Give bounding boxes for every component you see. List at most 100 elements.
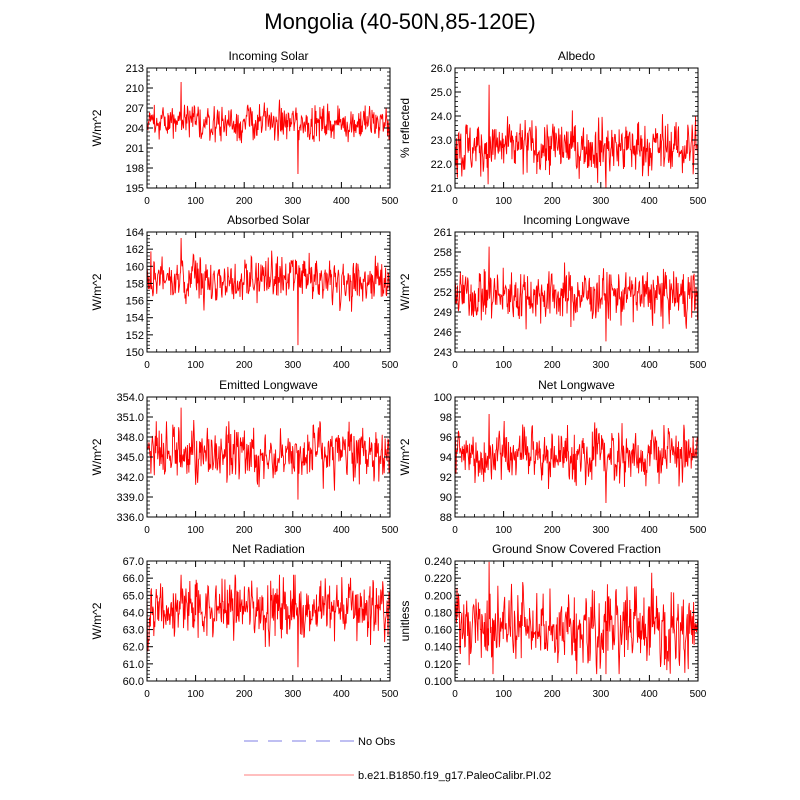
panel-ground-snow-covered-fraction-ytick-label: 0.120: [424, 659, 452, 671]
panel-absorbed-solar-xtick-label: 500: [382, 360, 399, 371]
panel-net-longwave-ytick-label: 100: [434, 392, 452, 404]
panel-net-radiation-ytick-label: 67.0: [123, 556, 144, 568]
panel-ground-snow-covered-fraction-ylabel: unitless: [398, 601, 412, 642]
panel-albedo-xtick-label: 300: [592, 196, 609, 207]
panel-absorbed-solar-ytick-label: 162: [126, 244, 144, 256]
panel-incoming-longwave-ytick-label: 261: [434, 227, 452, 239]
panel-incoming-longwave-ytick-label: 258: [434, 247, 452, 259]
panel-absorbed-solar-xtick-label: 0: [144, 360, 150, 371]
panel-net-radiation-xtick-label: 400: [333, 689, 350, 700]
legend: No Obs b.e21.B1850.f19_g17.PaleoCalibr.P…: [244, 736, 551, 782]
panel-ground-snow-covered-fraction-ytick-label: 0.100: [424, 676, 452, 688]
panel-absorbed-solar-xtick-label: 300: [284, 360, 301, 371]
panel-incoming-solar: 0 100 200 300 400 500 195 198 201 204 207 210 213 Inc…: [90, 49, 399, 207]
panel-grid: 0 100 200 300 400 500 195 198 201 204 207 210 213 Inc…: [90, 49, 707, 700]
panel-net-radiation-ylabel: W/m^2: [90, 602, 104, 639]
panel-incoming-longwave-ytick-label: 243: [434, 347, 452, 359]
panel-albedo-ylabel: % reflected: [398, 98, 412, 158]
panel-albedo-frame: [454, 67, 699, 189]
panel-albedo-ytick-label: 21.0: [431, 183, 452, 195]
panel-net-radiation-xtick-label: 100: [187, 689, 204, 700]
panel-incoming-longwave-xtick-label: 300: [592, 360, 609, 371]
panel-net-longwave-ylabel: W/m^2: [398, 438, 412, 475]
panel-absorbed-solar-ytick-label: 164: [126, 227, 144, 239]
panel-absorbed-solar-ytick-label: 154: [126, 313, 144, 325]
panel-ground-snow-covered-fraction-xtick-label: 500: [690, 689, 707, 700]
panel-incoming-solar-xtick-label: 0: [144, 196, 150, 207]
panel-net-radiation: 0 100 200 300 400 500 60.0 61.0 62.0 63.0 64.0 65.0…: [90, 542, 399, 700]
panel-net-radiation-ytick-label: 63.0: [123, 625, 144, 637]
panel-net-longwave-xtick-label: 0: [452, 525, 458, 536]
panel-emitted-longwave-ytick-label: 336.0: [116, 512, 144, 524]
panel-incoming-longwave: 0 100 200 300 400 500 243 246 249 252 255 258 261 Inc…: [398, 213, 707, 371]
panel-albedo-xtick-label: 100: [495, 196, 512, 207]
panel-absorbed-solar-ytick-label: 152: [126, 330, 144, 342]
panel-absorbed-solar-series-line: [146, 237, 391, 346]
panel-ground-snow-covered-fraction-xtick-label: 0: [452, 689, 458, 700]
panel-albedo-title: Albedo: [558, 49, 596, 63]
panel-albedo-xtick-label: 500: [690, 196, 707, 207]
panel-net-longwave-ytick-label: 88: [440, 512, 452, 524]
panel-incoming-solar-title: Incoming Solar: [228, 49, 308, 63]
panel-incoming-longwave-title: Incoming Longwave: [523, 213, 630, 227]
panel-net-radiation-xtick-label: 0: [144, 689, 150, 700]
panel-net-radiation-title: Net Radiation: [232, 542, 305, 556]
panel-ground-snow-covered-fraction-ytick-label: 0.140: [424, 642, 452, 654]
panel-ground-snow-covered-fraction-ytick-label: 0.180: [424, 607, 452, 619]
panel-net-radiation-ytick-label: 65.0: [123, 590, 144, 602]
panel-albedo-series-line: [454, 84, 699, 189]
panel-absorbed-solar-ytick-label: 156: [126, 296, 144, 308]
panel-incoming-solar-ytick-label: 207: [126, 103, 144, 115]
panel-incoming-longwave-ytick-label: 246: [434, 327, 452, 339]
panel-net-longwave-ytick-label: 90: [440, 492, 452, 504]
panel-emitted-longwave-ytick-label: 339.0: [116, 492, 144, 504]
panel-incoming-solar-xtick-label: 200: [236, 196, 253, 207]
panel-incoming-longwave-ytick-label: 252: [434, 287, 452, 299]
panel-incoming-solar-ytick-label: 201: [126, 143, 144, 155]
panel-net-radiation-ytick-label: 64.0: [123, 607, 144, 619]
panel-net-longwave-xtick-label: 300: [592, 525, 609, 536]
panel-incoming-solar-xtick-label: 400: [333, 196, 350, 207]
panel-incoming-longwave-series-line: [454, 246, 699, 342]
panel-albedo-ytick-label: 22.0: [431, 159, 452, 171]
panel-absorbed-solar-ytick-label: 150: [126, 347, 144, 359]
panel-ground-snow-covered-fraction-frame: [454, 560, 699, 682]
legend-obs-label: No Obs: [358, 736, 396, 748]
panel-emitted-longwave: 0 100 200 300 400 500 336.0 339.0 342.0 345.0 348.…: [90, 378, 399, 536]
panel-net-longwave-ytick-label: 98: [440, 412, 452, 424]
panel-net-radiation-xtick-label: 300: [284, 689, 301, 700]
legend-model-label: b.e21.B1850.f19_g17.PaleoCalibr.PI.02: [358, 770, 551, 782]
panel-emitted-longwave-ytick-label: 345.0: [116, 452, 144, 464]
panel-incoming-solar-ytick-label: 195: [126, 183, 144, 195]
panel-net-longwave-xtick-label: 200: [544, 525, 561, 536]
panel-incoming-longwave-ytick-label: 255: [434, 267, 452, 279]
panel-emitted-longwave-ytick-label: 342.0: [116, 472, 144, 484]
panel-absorbed-solar-ytick-label: 160: [126, 261, 144, 273]
panel-net-longwave: 0 100 200 300 400 500 88 90 92 94 96 98 100 Net Longw…: [398, 378, 707, 536]
panel-net-longwave-xtick-label: 100: [495, 525, 512, 536]
panel-albedo-xtick-label: 200: [544, 196, 561, 207]
panel-albedo-ytick-label: 26.0: [431, 63, 452, 75]
panel-ground-snow-covered-fraction-xtick-label: 400: [641, 689, 658, 700]
panel-albedo-ytick-label: 25.0: [431, 87, 452, 99]
panel-albedo-xtick-label: 0: [452, 196, 458, 207]
panel-absorbed-solar-frame: [146, 231, 391, 353]
panel-ground-snow-covered-fraction: 0 100 200 300 400 500 0.100 0.120 0.140 0.160 0.18…: [398, 542, 707, 700]
panel-net-radiation-xtick-label: 500: [382, 689, 399, 700]
panel-net-longwave-xtick-label: 500: [690, 525, 707, 536]
panel-emitted-longwave-xtick-label: 0: [144, 525, 150, 536]
panel-net-radiation-ytick-label: 62.0: [123, 642, 144, 654]
panel-absorbed-solar-xtick-label: 200: [236, 360, 253, 371]
panel-incoming-longwave-xtick-label: 500: [690, 360, 707, 371]
panel-emitted-longwave-ytick-label: 348.0: [116, 432, 144, 444]
panel-albedo-ytick-label: 24.0: [431, 111, 452, 123]
panel-ground-snow-covered-fraction-xtick-label: 300: [592, 689, 609, 700]
panel-incoming-solar-xtick-label: 300: [284, 196, 301, 207]
panel-incoming-solar-ytick-label: 210: [126, 83, 144, 95]
panel-emitted-longwave-ytick-label: 351.0: [116, 412, 144, 424]
panel-emitted-longwave-series-line: [146, 407, 391, 500]
panel-ground-snow-covered-fraction-ytick-label: 0.220: [424, 573, 452, 585]
panel-ground-snow-covered-fraction-ytick-label: 0.200: [424, 590, 452, 602]
panel-net-longwave-series-line: [454, 413, 699, 504]
